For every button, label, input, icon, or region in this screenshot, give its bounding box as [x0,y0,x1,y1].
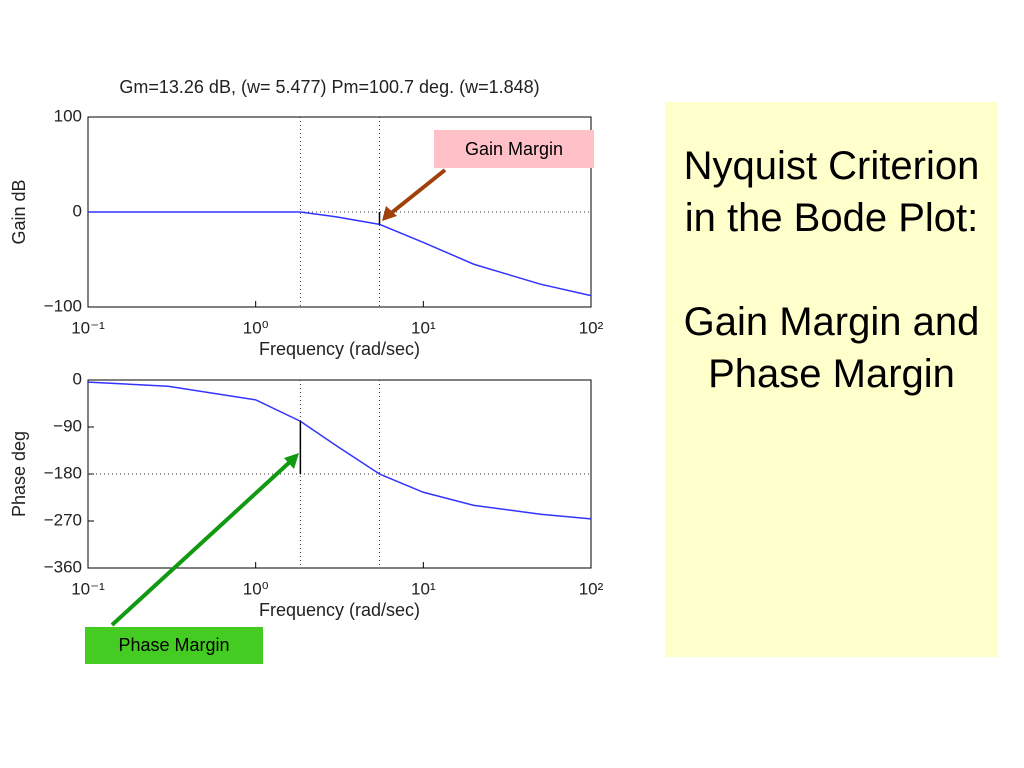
x-tick-label: 10⁻¹ [71,318,105,337]
y-tick-label: −100 [44,296,82,315]
phase-margin-box [85,627,263,664]
x-axis-label: Frequency (rad/sec) [259,339,420,359]
phase-margin-arrow [110,458,294,627]
y-tick-label: −90 [53,416,82,435]
x-tick-label: 10¹ [411,318,436,337]
plot-frame [87,379,592,569]
x-tick-label: 10⁰ [243,318,269,337]
x-tick-label: 10² [579,318,604,337]
chart-title: Gm=13.26 dB, (w= 5.477) Pm=100.7 deg. (w… [119,77,539,97]
x-axis-label: Frequency (rad/sec) [259,600,420,620]
y-tick-label: −360 [44,557,82,576]
phase-margin-label: Phase Margin [118,635,229,655]
gain-margin-label: Gain Margin [465,139,563,159]
x-tick-label: 10⁻¹ [71,579,105,598]
gain-margin-arrow [388,168,447,216]
x-tick-label: 10² [579,579,604,598]
side-title: Nyquist Criterion in the Bode Plot: [683,144,980,240]
data-line [87,381,592,520]
y-tick-label: −180 [44,463,82,482]
x-tick-label: 10⁰ [243,579,269,598]
gain-margin-arrowhead [382,206,397,221]
y-tick-label: 100 [54,106,82,125]
y-tick-label: 0 [73,201,82,220]
y-axis-label: Phase deg [9,431,29,517]
side-box: Nyquist Criterion in the Bode Plot: Gain… [665,102,998,657]
phase-margin-arrowhead [284,453,299,469]
y-axis-label: Gain dB [9,179,29,244]
side-subtitle: Gain Margin and Phase Margin [683,300,980,396]
gain-margin-box [434,130,594,168]
y-tick-label: 0 [73,369,82,388]
y-tick-label: −270 [44,510,82,529]
data-line [88,211,592,297]
x-tick-label: 10¹ [411,579,436,598]
